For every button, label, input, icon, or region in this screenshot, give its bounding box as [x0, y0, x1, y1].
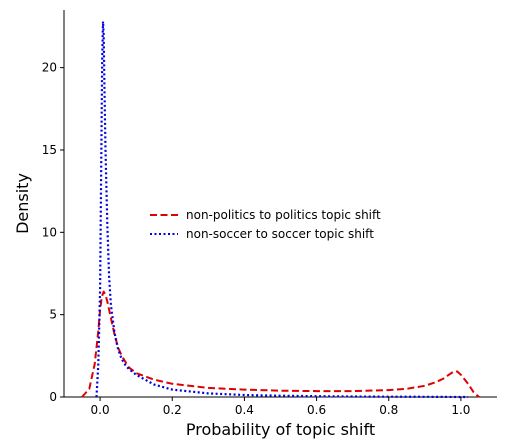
y-tick-label: 0 — [49, 390, 57, 404]
x-tick-label: 0.6 — [307, 403, 326, 417]
legend: non-politics to politics topic shift non-… — [150, 208, 381, 241]
series-soccer-line — [95, 20, 469, 399]
legend-label-soccer: non-soccer to soccer topic shift — [186, 227, 374, 241]
x-tick-label: 0.8 — [379, 403, 398, 417]
ticks: 0.0 0.2 0.4 0.6 0.8 1.0 0 5 10 15 20 — [42, 61, 471, 417]
axes — [63, 10, 497, 398]
x-tick-label: 0.4 — [235, 403, 254, 417]
y-axis-label: Density — [13, 173, 32, 234]
y-tick-label: 15 — [42, 143, 57, 157]
legend-label-politics: non-politics to politics topic shift — [186, 208, 381, 222]
x-tick-label: 0.2 — [163, 403, 182, 417]
series-politics-line — [81, 290, 480, 398]
y-tick-label: 10 — [42, 225, 57, 239]
x-tick-label: 0.0 — [91, 403, 110, 417]
x-tick-label: 1.0 — [451, 403, 470, 417]
series-layer — [81, 20, 480, 399]
y-tick-label: 20 — [42, 61, 57, 75]
y-tick-label: 5 — [49, 308, 57, 322]
x-axis-label: Probability of topic shift — [186, 420, 375, 439]
